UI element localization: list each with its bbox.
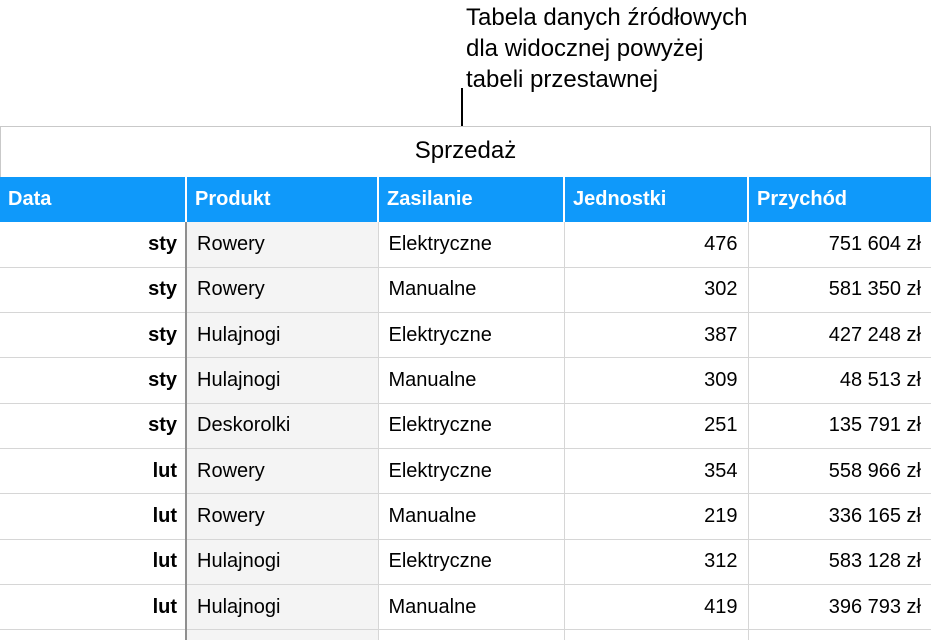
cell-data[interactable]: sty (0, 312, 187, 359)
empty-cell[interactable] (747, 629, 931, 640)
table-row: sty Rowery Manualne 302 581 350 zł (0, 267, 931, 314)
table-title[interactable]: Sprzedaż (0, 127, 931, 177)
cell-data[interactable]: sty (0, 357, 187, 404)
cell-zasilanie[interactable]: Elektryczne (377, 222, 564, 268)
cell-data[interactable]: lut (0, 448, 187, 495)
cell-produkt[interactable]: Deskorolki (186, 403, 378, 449)
callout-leader-line (461, 88, 463, 126)
header-cell-zasilanie[interactable]: Zasilanie (377, 177, 564, 222)
cell-produkt[interactable]: Rowery (186, 493, 378, 540)
partial-row (0, 629, 931, 640)
cell-przychod[interactable]: 558 966 zł (747, 448, 931, 495)
header-cell-produkt[interactable]: Produkt (185, 177, 378, 222)
table-row: sty Hulajnogi Manualne 309 48 513 zł (0, 357, 931, 404)
cell-jednostki[interactable]: 302 (563, 267, 748, 314)
cell-zasilanie[interactable]: Manualne (377, 493, 564, 540)
table-row: lut Rowery Manualne 219 336 165 zł (0, 493, 931, 540)
cell-przychod[interactable]: 135 791 zł (747, 403, 931, 449)
cell-jednostki[interactable]: 354 (563, 448, 748, 495)
cell-przychod[interactable]: 427 248 zł (747, 312, 931, 359)
cell-data[interactable]: sty (0, 403, 187, 449)
cell-produkt[interactable]: Hulajnogi (186, 584, 378, 631)
cell-data[interactable]: lut (0, 539, 187, 585)
cell-produkt[interactable]: Rowery (186, 222, 378, 268)
cell-data[interactable]: sty (0, 222, 187, 268)
table-row: sty Hulajnogi Elektryczne 387 427 248 zł (0, 312, 931, 359)
cell-jednostki[interactable]: 387 (563, 312, 748, 359)
callout-line-3: tabeli przestawnej (466, 66, 659, 93)
cell-data[interactable]: lut (0, 493, 187, 540)
cell-produkt[interactable]: Hulajnogi (186, 357, 378, 404)
cell-zasilanie[interactable]: Elektryczne (377, 403, 564, 449)
cell-data[interactable]: sty (0, 267, 187, 314)
cell-przychod[interactable]: 48 513 zł (747, 357, 931, 404)
table-row: sty Rowery Elektryczne 476 751 604 zł (0, 222, 931, 268)
callout-line-2: dla widocznej powyżej (466, 35, 704, 62)
table-row: lut Rowery Elektryczne 354 558 966 zł (0, 448, 931, 495)
cell-jednostki[interactable]: 476 (563, 222, 748, 268)
header-cell-jednostki[interactable]: Jednostki (563, 177, 748, 222)
header-cell-przychod[interactable]: Przychód (747, 177, 931, 222)
empty-cell[interactable] (0, 629, 187, 640)
cell-zasilanie[interactable]: Elektryczne (377, 539, 564, 585)
data-grid: Data Produkt Zasilanie Jednostki Przychó… (0, 177, 931, 640)
cell-jednostki[interactable]: 251 (563, 403, 748, 449)
cell-data[interactable]: lut (0, 584, 187, 631)
cell-przychod[interactable]: 583 128 zł (747, 539, 931, 585)
cell-zasilanie[interactable]: Manualne (377, 584, 564, 631)
cell-przychod[interactable]: 396 793 zł (747, 584, 931, 631)
cell-przychod[interactable]: 581 350 zł (747, 267, 931, 314)
cell-jednostki[interactable]: 309 (563, 357, 748, 404)
table-row: lut Hulajnogi Elektryczne 312 583 128 zł (0, 539, 931, 585)
header-row: Data Produkt Zasilanie Jednostki Przychó… (0, 177, 931, 222)
cell-zasilanie[interactable]: Elektryczne (377, 448, 564, 495)
cell-przychod[interactable]: 751 604 zł (747, 222, 931, 268)
cell-przychod[interactable]: 336 165 zł (747, 493, 931, 540)
empty-cell[interactable] (563, 629, 748, 640)
cell-jednostki[interactable]: 419 (563, 584, 748, 631)
source-data-table[interactable]: Sprzedaż Data Produkt Zasilanie Jednostk… (0, 126, 931, 641)
cell-zasilanie[interactable]: Manualne (377, 357, 564, 404)
cell-produkt[interactable]: Rowery (186, 267, 378, 314)
callout-line-1: Tabela danych źródłowych (466, 4, 748, 31)
cell-zasilanie[interactable]: Manualne (377, 267, 564, 314)
cell-jednostki[interactable]: 312 (563, 539, 748, 585)
cell-zasilanie[interactable]: Elektryczne (377, 312, 564, 359)
table-row: lut Hulajnogi Manualne 419 396 793 zł (0, 584, 931, 631)
callout-label: Tabela danych źródłowych dla widocznej p… (466, 2, 886, 95)
table-row: sty Deskorolki Elektryczne 251 135 791 zł (0, 403, 931, 449)
cell-produkt[interactable]: Rowery (186, 448, 378, 495)
empty-cell[interactable] (186, 629, 378, 640)
cell-produkt[interactable]: Hulajnogi (186, 539, 378, 585)
cell-produkt[interactable]: Hulajnogi (186, 312, 378, 359)
cell-jednostki[interactable]: 219 (563, 493, 748, 540)
header-cell-data[interactable]: Data (0, 177, 186, 222)
empty-cell[interactable] (377, 629, 564, 640)
